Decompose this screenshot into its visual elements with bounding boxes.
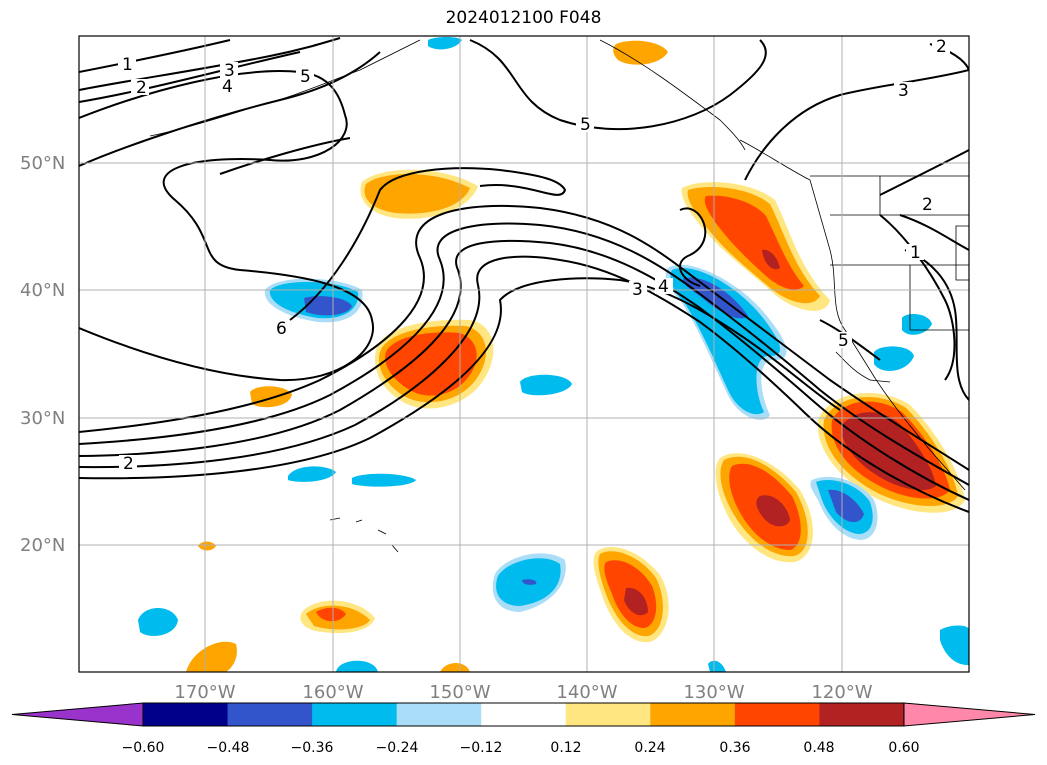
contour-label: 3 bbox=[224, 61, 235, 81]
colorbar: −0.60 −0.48 −0.36 −0.24 −0.12 0.12 0.24 … bbox=[11, 702, 1036, 756]
colorbar-tick-label: −0.48 bbox=[207, 740, 250, 756]
contour-label: 4 bbox=[222, 77, 233, 97]
contour-label: 2 bbox=[936, 37, 947, 57]
negative-anomaly-blob bbox=[264, 278, 363, 323]
colorbar-tick-label: −0.12 bbox=[460, 740, 503, 756]
contour-label: 4 bbox=[658, 277, 669, 297]
contour-label: 2 bbox=[123, 454, 134, 474]
colorbar-frame bbox=[142, 702, 905, 727]
contour-label: 5 bbox=[580, 115, 591, 135]
colorbar-cell bbox=[481, 703, 567, 726]
colorbar-cells bbox=[11, 702, 1036, 727]
map-frame bbox=[78, 35, 970, 673]
lat-label: 20°N bbox=[20, 535, 65, 556]
colorbar-extend-min bbox=[11, 702, 144, 727]
shaded-fields bbox=[138, 37, 969, 672]
contour-label: 2 bbox=[136, 78, 147, 98]
colorbar-cell bbox=[312, 703, 398, 726]
lat-label: 30°N bbox=[20, 408, 65, 429]
negative-anomaly-blob bbox=[138, 37, 969, 672]
lon-label: 170°W bbox=[174, 682, 235, 703]
contour-label: 2 bbox=[922, 195, 933, 215]
colorbar-tick-label: 0.12 bbox=[550, 740, 581, 756]
lat-label: 50°N bbox=[20, 153, 65, 174]
lon-label: 160°W bbox=[302, 682, 363, 703]
colorbar-tick-label: 0.60 bbox=[888, 740, 919, 756]
lon-label: 150°W bbox=[429, 682, 490, 703]
contour-label: 5 bbox=[838, 331, 849, 351]
colorbar-tick-label: 0.36 bbox=[719, 740, 750, 756]
contour-label: 3 bbox=[898, 81, 909, 101]
lon-label: 140°W bbox=[556, 682, 617, 703]
positive-anomaly-blob bbox=[715, 453, 813, 563]
contour-label: 3 bbox=[632, 280, 643, 300]
gridlines bbox=[79, 36, 969, 672]
colorbar-cell bbox=[227, 703, 313, 726]
lon-label: 130°W bbox=[683, 682, 744, 703]
colorbar-tick-label: −0.24 bbox=[376, 740, 419, 756]
lon-label: 120°W bbox=[811, 682, 872, 703]
negative-anomaly-blob bbox=[810, 476, 878, 540]
lat-label: 40°N bbox=[20, 280, 65, 301]
colorbar-cell bbox=[143, 703, 229, 726]
positive-anomaly-blob bbox=[593, 546, 669, 643]
contour-label: 1 bbox=[122, 55, 133, 75]
colorbar-extend-max bbox=[903, 702, 1036, 727]
negative-anomaly-blob bbox=[492, 553, 566, 612]
map-title: 2024012100 F048 bbox=[445, 8, 602, 28]
colorbar-tick-label: −0.36 bbox=[291, 740, 334, 756]
colorbar-cell bbox=[650, 703, 736, 726]
colorbar-tick-label: 0.24 bbox=[634, 740, 665, 756]
colorbar-cell bbox=[734, 703, 820, 726]
contour-label: 6 bbox=[276, 319, 287, 339]
positive-anomaly-blob bbox=[681, 182, 830, 311]
contour-label: 5 bbox=[300, 67, 311, 87]
colorbar-cell bbox=[396, 703, 482, 726]
colorbar-tick-label: −0.60 bbox=[122, 740, 165, 756]
contour-label: 1 bbox=[910, 243, 921, 263]
contours bbox=[79, 37, 969, 513]
colorbar-cell bbox=[819, 703, 905, 726]
colorbar-cell bbox=[565, 703, 651, 726]
plot-area bbox=[79, 37, 969, 672]
positive-anomaly-blob bbox=[300, 600, 375, 634]
colorbar-tick-label: 0.48 bbox=[803, 740, 834, 756]
